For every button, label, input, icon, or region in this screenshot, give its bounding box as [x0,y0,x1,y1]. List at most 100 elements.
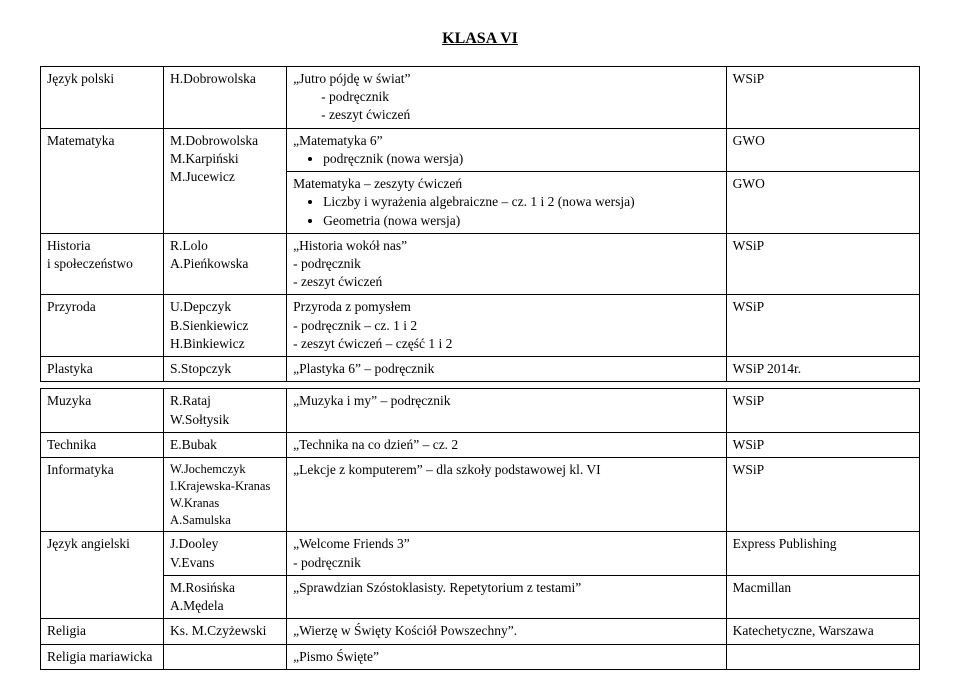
book-line: - podręcznik – cz. 1 i 2 [293,318,417,333]
page-title: KLASA VI [40,30,920,48]
author-text: M.Jucewicz [170,169,235,184]
author-text: M.Rosińska [170,580,235,595]
author-cell: M.Rosińska A.Mędela [164,575,287,618]
spacer-row [41,382,920,389]
table-row: Historia i społeczeństwo R.Lolo A.Pieńko… [41,233,920,295]
subject-cell: Historia i społeczeństwo [41,233,164,295]
subject-cell: Muzyka [41,389,164,432]
list-item: podręcznik [321,88,720,106]
table-row: Plastyka S.Stopczyk „Plastyka 6” – podrę… [41,357,920,382]
publisher-cell: WSiP 2014r. [726,357,919,382]
book-cell: Przyroda z pomysłem - podręcznik – cz. 1… [287,295,727,357]
textbooks-table: Język polski H.Dobrowolska „Jutro pójdę … [40,66,920,670]
author-text: H.Binkiewicz [170,336,245,351]
list-item: podręcznik (nowa wersja) [323,150,720,168]
author-cell: H.Dobrowolska [164,67,287,129]
author-cell: M.Dobrowolska M.Karpiński M.Jucewicz [164,128,287,233]
table-row: Język angielski J.Dooley V.Evans „Welcom… [41,532,920,575]
author-text: V.Evans [170,555,214,570]
subject-cell: Informatyka [41,457,164,532]
author-text: W.Jochemczyk [170,462,246,476]
author-cell: R.Rataj W.Sołtysik [164,389,287,432]
book-cell: Matematyka – zeszyty ćwiczeń Liczby i wy… [287,172,727,234]
book-cell: „Technika na co dzień” – cz. 2 [287,432,727,457]
publisher-cell: WSiP [726,67,919,129]
subject-text: i społeczeństwo [47,256,133,271]
book-line: - podręcznik [293,555,361,570]
book-cell: „Welcome Friends 3” - podręcznik [287,532,727,575]
author-cell: Ks. M.Czyżewski [164,619,287,644]
author-text: W.Kranas [170,496,219,510]
book-cell: „Wierzę w Święty Kościół Powszechny”. [287,619,727,644]
book-cell: „Muzyka i my” – podręcznik [287,389,727,432]
publisher-cell: Katechetyczne, Warszawa [726,619,919,644]
author-cell: W.Jochemczyk I.Krajewska-Kranas W.Kranas… [164,457,287,532]
author-cell: U.Depczyk B.Sienkiewicz H.Binkiewicz [164,295,287,357]
subject-cell: Religia [41,619,164,644]
author-text: R.Lolo [170,238,208,253]
subject-cell: Język polski [41,67,164,129]
subject-cell: Język angielski [41,532,164,619]
author-cell: R.Lolo A.Pieńkowska [164,233,287,295]
author-cell: E.Bubak [164,432,287,457]
publisher-cell: WSiP [726,432,919,457]
book-line: - zeszyt ćwiczeń – część 1 i 2 [293,336,452,351]
author-text: M.Dobrowolska [170,133,258,148]
publisher-cell: GWO [726,172,919,234]
author-text: R.Rataj [170,393,211,408]
author-text: J.Dooley [170,536,218,551]
subject-cell: Plastyka [41,357,164,382]
publisher-cell: WSiP [726,233,919,295]
author-text: A.Pieńkowska [170,256,248,271]
author-cell [164,644,287,669]
subject-text: Historia [47,238,91,253]
subject-cell: Matematyka [41,128,164,233]
author-cell: S.Stopczyk [164,357,287,382]
book-line: „Historia wokół nas” [293,238,407,253]
book-cell: „Jutro pójdę w świat” podręcznik zeszyt … [287,67,727,129]
subject-cell: Przyroda [41,295,164,357]
author-text: I.Krajewska-Kranas [170,479,270,493]
author-text: A.Samulska [170,513,231,527]
book-title-text: Matematyka – zeszyty ćwiczeń [293,176,462,191]
book-line: - podręcznik [293,256,361,271]
book-line: Przyroda z pomysłem [293,299,411,314]
table-row: Przyroda U.Depczyk B.Sienkiewicz H.Binki… [41,295,920,357]
publisher-cell: GWO [726,128,919,171]
table-row: Technika E.Bubak „Technika na co dzień” … [41,432,920,457]
book-cell: „Pismo Święte” [287,644,727,669]
table-row: Religia Ks. M.Czyżewski „Wierzę w Święty… [41,619,920,644]
subject-cell: Technika [41,432,164,457]
table-row: Religia mariawicka „Pismo Święte” [41,644,920,669]
author-text: M.Karpiński [170,151,239,166]
table-row: Język polski H.Dobrowolska „Jutro pójdę … [41,67,920,129]
author-text: B.Sienkiewicz [170,318,248,333]
author-cell: J.Dooley V.Evans [164,532,287,575]
publisher-cell: Express Publishing [726,532,919,575]
book-line: „Welcome Friends 3” [293,536,410,551]
list-item: Liczby i wyrażenia algebraiczne – cz. 1 … [323,193,720,211]
author-text: U.Depczyk [170,299,231,314]
table-row: Matematyka M.Dobrowolska M.Karpiński M.J… [41,128,920,171]
book-title-text: „Matematyka 6” [293,133,383,148]
publisher-cell [726,644,919,669]
list-item: zeszyt ćwiczeń [321,106,720,124]
book-cell: „Sprawdzian Szóstoklasisty. Repetytorium… [287,575,727,618]
book-title-text: „Jutro pójdę w świat” [293,71,410,86]
author-text: A.Mędela [170,598,224,613]
list-item: Geometria (nowa wersja) [323,212,720,230]
table-row: M.Rosińska A.Mędela „Sprawdzian Szóstokl… [41,575,920,618]
book-cell: „Matematyka 6” podręcznik (nowa wersja) [287,128,727,171]
publisher-cell: WSiP [726,389,919,432]
subject-cell: Religia mariawicka [41,644,164,669]
author-text: W.Sołtysik [170,412,229,427]
book-line: - zeszyt ćwiczeń [293,274,382,289]
publisher-cell: WSiP [726,457,919,532]
publisher-cell: Macmillan [726,575,919,618]
table-row: Muzyka R.Rataj W.Sołtysik „Muzyka i my” … [41,389,920,432]
book-cell: „Plastyka 6” – podręcznik [287,357,727,382]
book-cell: „Lekcje z komputerem” – dla szkoły podst… [287,457,727,532]
table-row: Informatyka W.Jochemczyk I.Krajewska-Kra… [41,457,920,532]
publisher-cell: WSiP [726,295,919,357]
book-cell: „Historia wokół nas” - podręcznik - zesz… [287,233,727,295]
